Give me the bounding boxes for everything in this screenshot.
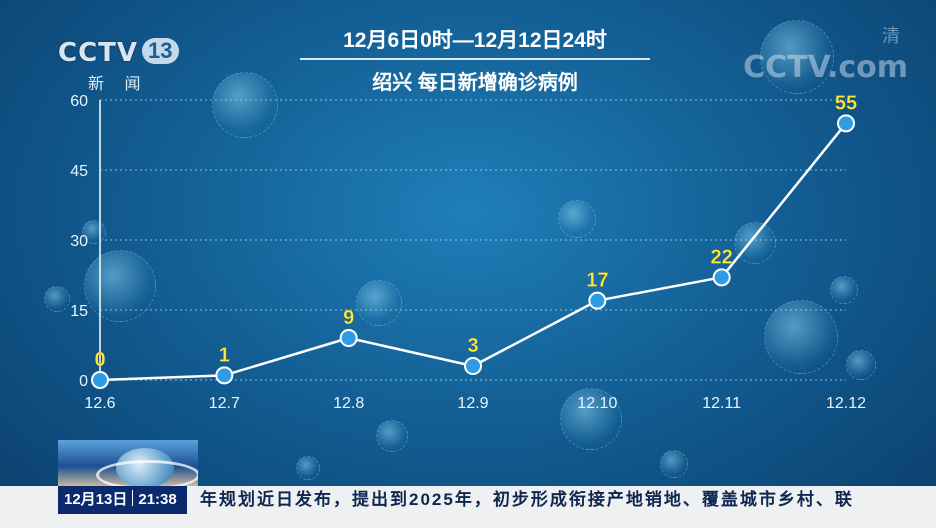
x-tick-label: 12.9 [457,395,488,412]
logo-channel-badge: 13 [142,38,179,64]
data-label: 3 [467,335,478,357]
logo-cctv-text: CCTV [58,38,139,68]
virus-decoration [846,350,876,380]
x-tick-label: 12.12 [826,395,866,412]
virus-decoration [660,450,688,478]
data-point [464,357,482,375]
data-point [91,371,109,389]
logo-news-text: 新 闻 [88,76,149,93]
x-tick-label: 12.6 [84,395,115,412]
ticker-separator [132,490,134,506]
data-point [588,291,607,310]
x-tick-label: 12.8 [333,395,364,412]
data-label: 22 [711,246,733,268]
virus-decoration [830,276,858,304]
data-label: 1 [219,344,230,366]
virus-decoration [764,300,838,374]
virus-decoration [356,280,402,326]
chart-title-subject: 绍兴 每日新增确诊病例 [372,72,578,94]
orbit-ring-icon [96,460,198,488]
x-tick-label: 12.11 [702,395,741,412]
y-tick-label: 0 [79,373,88,390]
chart-title-date-range: 12月6日0时—12月12日24时 [300,24,650,60]
news-ticker: 12月13日 21:38 年规划近日发布，提出到2025年，初步形成衔接产地销地、… [0,486,936,528]
x-tick-label: 12.10 [577,395,617,412]
virus-decoration [376,420,408,452]
virus-decoration [760,20,834,94]
x-tick-label: 12.7 [209,395,240,412]
y-tick-label: 30 [70,233,88,250]
ticker-headline: 年规划近日发布，提出到2025年，初步形成衔接产地销地、覆盖城市乡村、联 [200,490,854,509]
data-label: 0 [94,349,105,371]
data-point [215,366,234,385]
ticker-date: 12月13日 [64,491,128,508]
chart-title: 12月6日0时—12月12日24时 绍兴 每日新增确诊病例 [300,24,650,95]
cctv-com-watermark: 清 CCTV.com [743,26,908,85]
data-label: 55 [835,92,857,114]
ticker-datetime: 12月13日 21:38 [58,486,187,514]
virus-decoration [296,456,320,480]
virus-decoration [558,200,596,238]
virus-decoration [44,286,70,312]
virus-decoration [560,388,622,450]
watermark-text: CCTV.com [743,50,908,85]
cctv13-logo: CCTV 13 新 闻 [58,38,179,94]
virus-decoration [734,222,776,264]
watermark-sub: 清 [882,26,900,47]
ticker-time: 21:38 [138,491,177,508]
data-point [837,114,855,133]
virus-decoration [212,72,278,138]
data-point [712,268,731,287]
y-tick-label: 60 [70,93,88,110]
news-thumbnail [58,440,198,488]
data-label: 9 [343,307,354,329]
data-label: 17 [586,270,608,292]
data-point [339,329,358,347]
y-tick-label: 45 [70,163,88,180]
y-tick-label: 15 [70,303,88,320]
